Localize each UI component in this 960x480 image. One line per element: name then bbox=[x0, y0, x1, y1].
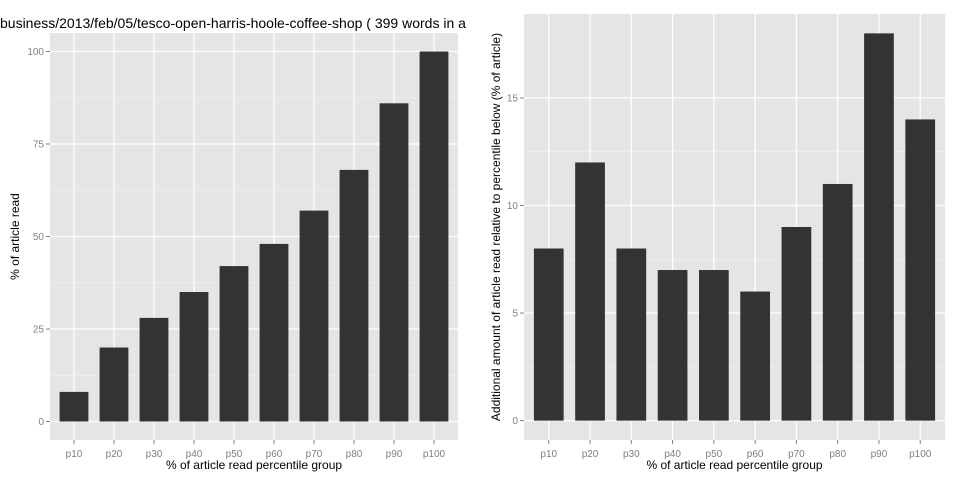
x-tick-label: p20 bbox=[582, 449, 599, 460]
bar-p50 bbox=[699, 270, 729, 421]
x-tick-label: p80 bbox=[346, 449, 363, 460]
x-tick-label: p50 bbox=[226, 449, 243, 460]
bar-p90 bbox=[864, 33, 894, 421]
x-tick-label: p30 bbox=[146, 449, 163, 460]
x-tick-label: p100 bbox=[909, 449, 932, 460]
y-tick-label: 15 bbox=[507, 93, 519, 104]
y-axis-label: % of article read bbox=[8, 193, 22, 280]
x-tick-label: p40 bbox=[186, 449, 203, 460]
y-tick-label: 75 bbox=[33, 140, 45, 151]
x-tick-label: p60 bbox=[266, 449, 283, 460]
x-tick-label: p40 bbox=[664, 449, 681, 460]
bar-p20 bbox=[575, 162, 605, 421]
bar-p100 bbox=[419, 51, 449, 422]
x-tick-label: p10 bbox=[540, 449, 557, 460]
bar-p60 bbox=[740, 291, 770, 421]
bar-p10 bbox=[59, 391, 89, 422]
bar-p100 bbox=[905, 119, 936, 421]
y-tick-label: 0 bbox=[512, 416, 518, 427]
x-tick-label: p80 bbox=[829, 449, 846, 460]
y-tick-label: 100 bbox=[27, 47, 44, 58]
bar-p40 bbox=[657, 270, 688, 421]
bar-p70 bbox=[781, 227, 812, 421]
chart-right: 0 5 10 15 p10 p20 p30 p40 p50 p60 p70 p80 p90 p100 % o… bbox=[489, 14, 945, 472]
chart-left: business/2013/feb/05/tesco-open-harris-h… bbox=[0, 15, 466, 472]
bar-p70 bbox=[299, 210, 329, 422]
bar-p90 bbox=[379, 103, 409, 422]
bar-p80 bbox=[822, 183, 853, 421]
x-tick-label: p50 bbox=[706, 449, 723, 460]
x-tick-label: p60 bbox=[747, 449, 764, 460]
bar-p40 bbox=[179, 292, 209, 422]
bar-p20 bbox=[99, 347, 129, 422]
y-axis-label: Additional amount of article read relati… bbox=[489, 33, 503, 421]
x-tick-label: p30 bbox=[623, 449, 640, 460]
x-tick-label: p70 bbox=[788, 449, 805, 460]
x-tick-label: p70 bbox=[306, 449, 323, 460]
bar-p80 bbox=[339, 169, 369, 422]
x-tick-label: p90 bbox=[871, 449, 888, 460]
bar-p60 bbox=[259, 243, 289, 422]
x-axis-label: % of article read percentile group bbox=[646, 458, 822, 472]
bar-p30 bbox=[616, 248, 647, 421]
y-tick-label: 5 bbox=[512, 309, 518, 320]
bar-p50 bbox=[219, 266, 249, 422]
y-tick-label: 50 bbox=[33, 232, 45, 243]
bar-p10 bbox=[533, 248, 564, 421]
y-tick-label: 10 bbox=[507, 201, 519, 212]
y-tick-label: 0 bbox=[38, 417, 44, 428]
x-tick-label: p90 bbox=[386, 449, 403, 460]
y-tick-label: 25 bbox=[33, 325, 45, 336]
x-tick-label: p20 bbox=[106, 449, 123, 460]
x-tick-label: p10 bbox=[66, 449, 83, 460]
chart-title: business/2013/feb/05/tesco-open-harris-h… bbox=[0, 15, 466, 31]
bar-p30 bbox=[139, 317, 169, 422]
x-tick-label: p100 bbox=[423, 449, 446, 460]
x-axis-label: % of article read percentile group bbox=[166, 458, 342, 472]
